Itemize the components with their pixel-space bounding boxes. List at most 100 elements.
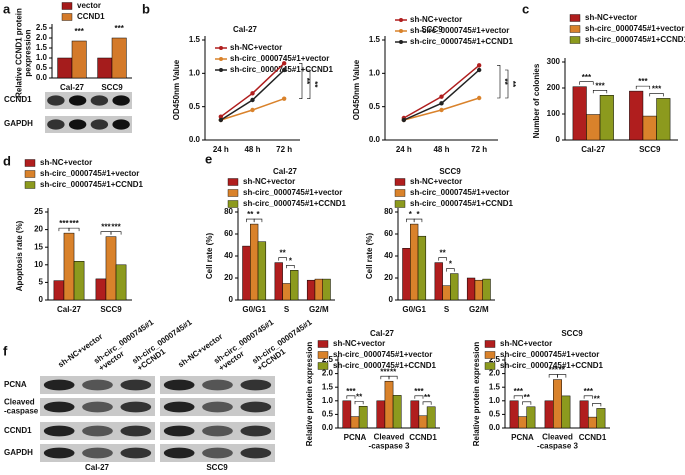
legend-swatch bbox=[317, 340, 329, 348]
significance-bracket bbox=[583, 395, 593, 399]
bar bbox=[73, 261, 85, 301]
significance-bracket bbox=[110, 231, 122, 235]
significance-label: ** bbox=[508, 81, 517, 88]
significance-bracket bbox=[635, 85, 651, 90]
blot-band bbox=[163, 401, 195, 413]
legend-label: sh-NC+vector bbox=[585, 13, 637, 22]
bar bbox=[426, 406, 436, 429]
blot-band bbox=[163, 447, 195, 459]
y-tick-label: 2.0 bbox=[322, 369, 334, 378]
significance-label: *** bbox=[414, 387, 424, 396]
legend-label: sh-circ_0000745#1+vector bbox=[40, 169, 139, 178]
y-tick-label: 20 bbox=[34, 225, 43, 234]
legend-swatch bbox=[569, 25, 581, 33]
legend-label: sh-circ_0000745#1+CCND1 bbox=[585, 35, 685, 44]
blot-row-label: GAPDH bbox=[4, 119, 33, 128]
y-tick-label: 1.5 bbox=[189, 35, 201, 44]
x-tick-label: CCND1 bbox=[409, 433, 437, 442]
y-tick-label: 1.5 bbox=[369, 35, 381, 44]
significance-bracket bbox=[649, 93, 664, 97]
y-tick-label: 2.0 bbox=[489, 369, 501, 378]
x-tick-label: CCND1 bbox=[579, 433, 607, 442]
significance-bracket bbox=[58, 227, 70, 232]
blot-band bbox=[202, 425, 233, 437]
significance-bracket bbox=[299, 63, 303, 99]
significance-label: * bbox=[449, 260, 453, 269]
blot-band bbox=[90, 119, 109, 130]
significance-label: ** bbox=[524, 393, 531, 402]
blot-band bbox=[82, 447, 113, 459]
y-tick-label: 1.0 bbox=[189, 68, 201, 77]
significance-label: *** bbox=[75, 27, 85, 36]
significance-label: ** bbox=[280, 249, 287, 258]
blot-band bbox=[112, 95, 130, 106]
bar bbox=[350, 416, 360, 429]
significance-bracket bbox=[592, 89, 608, 94]
bar bbox=[71, 40, 87, 79]
legend-swatch bbox=[24, 181, 36, 189]
significance-bracket bbox=[406, 218, 415, 223]
bar bbox=[442, 285, 451, 301]
legend-label: sh-NC+vector bbox=[410, 177, 462, 186]
y-tick-label: 2.5 bbox=[36, 23, 48, 32]
significance-bracket bbox=[513, 395, 523, 399]
chart-title: SCC9 bbox=[561, 329, 583, 338]
panel-label: b bbox=[142, 1, 150, 16]
x-tick-label: SCC9 bbox=[101, 83, 123, 92]
bar bbox=[115, 264, 127, 301]
bar bbox=[97, 57, 113, 79]
blot-row-label: Cleaved -caspase 3 bbox=[4, 398, 45, 416]
significance-label: ** bbox=[559, 366, 566, 375]
bar bbox=[63, 232, 75, 301]
y-axis-label: OD450nm Value bbox=[352, 59, 361, 120]
bar bbox=[242, 245, 251, 301]
bar bbox=[410, 223, 419, 301]
legend-label: sh-NC+vector bbox=[410, 15, 462, 24]
y-tick-label: 0 bbox=[556, 135, 561, 144]
y-tick-label: 0.5 bbox=[36, 63, 48, 72]
significance-bracket bbox=[346, 395, 356, 399]
significance-label: ** bbox=[247, 210, 254, 219]
y-tick-label: 80 bbox=[224, 207, 233, 216]
bar bbox=[306, 279, 316, 301]
legend-swatch bbox=[61, 2, 73, 10]
bar bbox=[322, 278, 331, 301]
bar bbox=[599, 95, 614, 141]
blot-band bbox=[43, 401, 75, 413]
y-tick-label: 0.0 bbox=[489, 423, 501, 432]
point bbox=[401, 117, 407, 123]
y-tick-label: 40 bbox=[384, 251, 393, 260]
y-axis-label: Relative CCND1 proteinpexpression bbox=[15, 8, 33, 98]
blot-strip bbox=[45, 116, 132, 133]
bar bbox=[358, 405, 368, 429]
y-tick-label: 0.5 bbox=[369, 102, 381, 111]
y-axis-label: Cell rate (%) bbox=[205, 233, 214, 280]
chart-title: Cal-27 bbox=[370, 329, 395, 338]
point bbox=[250, 107, 255, 113]
significance-bracket bbox=[413, 218, 423, 223]
blot-band bbox=[47, 95, 65, 106]
bar bbox=[588, 416, 597, 429]
significance-label: *** bbox=[595, 81, 605, 90]
legend-label: CCND1 bbox=[77, 12, 105, 21]
chart-title: SCC9 bbox=[439, 167, 461, 176]
x-tick-label: Cleaved -caspase 3 bbox=[537, 433, 578, 451]
significance-bracket bbox=[286, 265, 295, 269]
blot-row-label: GAPDH bbox=[4, 448, 33, 457]
legend-label: sh-circ_0000745#1+vector bbox=[500, 350, 599, 359]
bar bbox=[53, 280, 65, 301]
x-tick-label: 72 h bbox=[471, 145, 487, 154]
bar bbox=[290, 270, 299, 301]
chart-title: SCC9 bbox=[421, 25, 443, 34]
bar bbox=[342, 400, 352, 429]
blot-band bbox=[202, 379, 233, 391]
significance-bracket bbox=[422, 401, 432, 405]
significance-bracket bbox=[497, 65, 501, 99]
y-tick-label: 1.0 bbox=[489, 396, 501, 405]
significance-label: * bbox=[256, 210, 260, 219]
x-tick-label: G2/M bbox=[309, 305, 329, 314]
legend-marker bbox=[399, 40, 403, 44]
y-tick-label: 0.5 bbox=[322, 410, 334, 419]
bar bbox=[450, 273, 459, 301]
y-tick-label: 25 bbox=[34, 207, 43, 216]
